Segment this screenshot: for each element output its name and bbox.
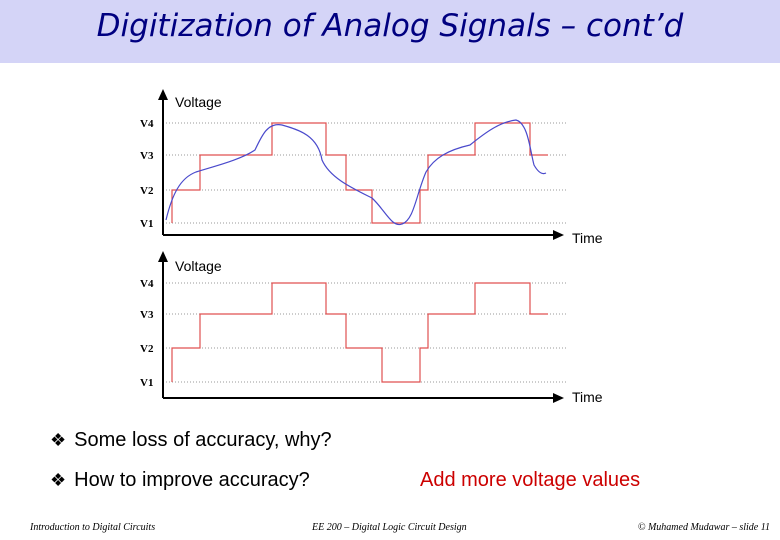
title-bar	[0, 0, 780, 63]
bullet-item: ❖ Some loss of accuracy, why?	[50, 429, 332, 452]
level-label-v2: V2	[140, 185, 154, 197]
analog-series	[165, 119, 547, 226]
level-label-v1: V1	[140, 218, 153, 230]
x-axis-label: Time	[572, 389, 603, 405]
bullet-text: Some loss of accuracy, why?	[74, 429, 332, 451]
diamond-bullet-icon: ❖	[50, 430, 67, 450]
x-axis-arrow	[553, 393, 564, 403]
level-label-v2: V2	[140, 343, 154, 355]
slide-title: Digitization of Analog Signals – cont’d	[96, 8, 684, 44]
y-axis-arrow	[158, 251, 168, 262]
answer-text: Add more voltage values	[420, 469, 641, 491]
y-axis-label: Voltage	[175, 94, 222, 110]
x-axis-label: Time	[572, 230, 603, 246]
bullet-item: ❖ How to improve accuracy?	[50, 469, 310, 492]
quantized-series	[171, 282, 548, 383]
diamond-bullet-icon: ❖	[50, 470, 67, 490]
bullet-text: How to improve accuracy?	[74, 469, 310, 491]
level-label-v4: V4	[140, 278, 154, 290]
chart-analog: Voltage Time V4 V3 V2 V1	[140, 89, 603, 246]
level-label-v3: V3	[140, 150, 154, 162]
footer-left: Introduction to Digital Circuits	[30, 522, 156, 533]
level-label-v4: V4	[140, 118, 154, 130]
signal-figure: Voltage Time V4 V3 V2 V1 Voltage Time V4…	[140, 89, 603, 405]
y-axis-label: Voltage	[175, 258, 222, 274]
x-axis-arrow	[553, 230, 564, 240]
chart-quantized: Voltage Time V4 V3 V2 V1	[140, 251, 603, 405]
footer-right: © Muhamed Mudawar – slide 11	[637, 522, 770, 533]
footer-center: EE 200 – Digital Logic Circuit Design	[312, 522, 467, 533]
quantized-series	[171, 122, 548, 224]
y-axis-arrow	[158, 89, 168, 100]
level-label-v3: V3	[140, 309, 154, 321]
level-label-v1: V1	[140, 377, 153, 389]
